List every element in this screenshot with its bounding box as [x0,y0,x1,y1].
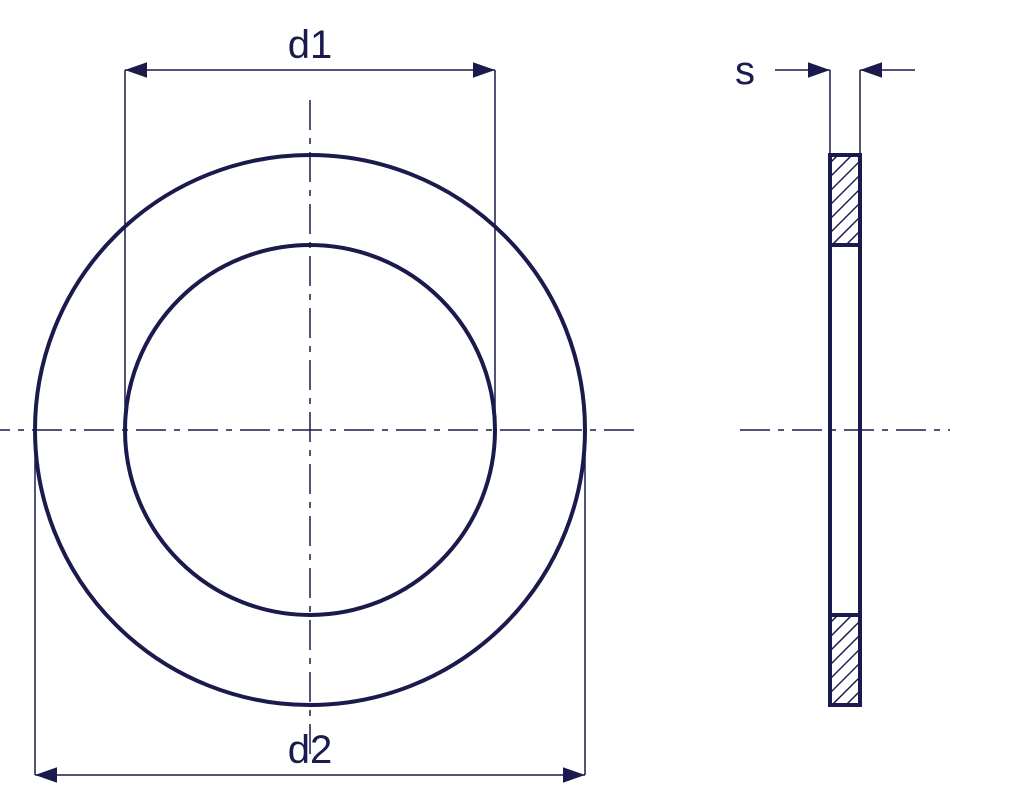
arrowhead [473,62,495,77]
arrowhead [563,767,585,782]
dim-label-d2: d2 [288,728,333,772]
arrowhead [860,62,882,77]
arrowhead [808,62,830,77]
dim-label-d1: d1 [288,23,333,67]
dim-label-s: s [735,49,755,93]
arrowhead [35,767,57,782]
arrowhead [125,62,147,77]
